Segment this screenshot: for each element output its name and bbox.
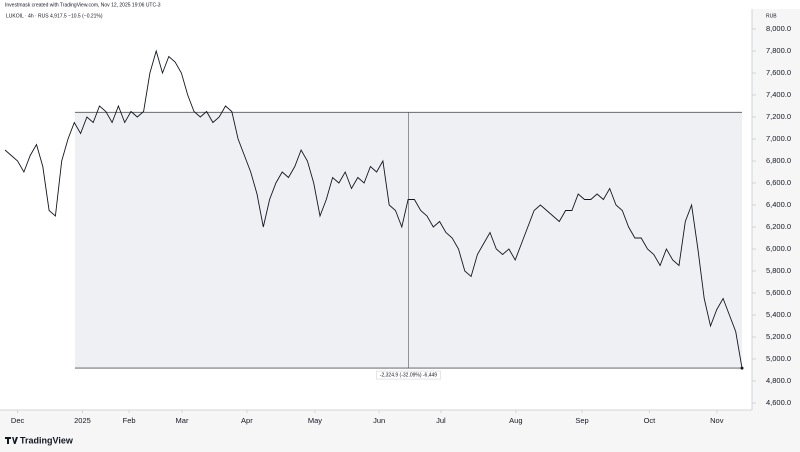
x-tick-label: Aug [509,416,522,425]
x-tick-label: May [308,416,322,425]
y-tick-label: 5,400.0 [766,310,791,319]
price-line [4,49,743,369]
y-tick-label: 6,400.0 [766,200,791,209]
y-tick-label: 7,200.0 [766,112,791,121]
x-tick-label: Mar [176,416,189,425]
last-point [740,366,744,370]
y-tick-label: 6,200.0 [766,222,791,231]
y-tick-label: 7,000.0 [766,134,791,143]
x-tick-label: Jul [436,416,446,425]
y-tick-label: 5,000.0 [766,354,791,363]
y-tick-label: 6,600.0 [766,178,791,187]
brand-logo [5,437,18,444]
brand: TradingView [5,435,74,445]
brand-text: TradingView [20,435,74,445]
measure-label: -2,324.9 (-32.09%) -6,449 [380,372,437,378]
y-tick-label: 7,800.0 [766,46,791,55]
y-tick-label: 4,800.0 [766,376,791,385]
y-tick-label: 7,400.0 [766,90,791,99]
x-tick-label: 2025 [74,416,91,425]
y-tick-label: 4,600.0 [766,398,791,407]
y-tick-label: 8,000.0 [766,24,791,33]
x-tick-label: Jun [373,416,385,425]
y-tick-label: 6,800.0 [766,156,791,165]
x-tick-label: Sep [575,416,588,425]
x-tick-label: Feb [123,416,136,425]
y-tick-label: 5,600.0 [766,288,791,297]
x-tick-label: Apr [241,416,253,425]
y-tick-label: 5,800.0 [766,266,791,275]
header: Investmask created with TradingView.com,… [5,2,161,8]
measure-label-box [376,370,441,380]
y-tick-label: 5,200.0 [766,332,791,341]
y-tick-label: 7,600.0 [766,68,791,77]
currency: RUB [766,13,777,19]
legend-text: LUKOIL · 4h · RUS 4,917.5 −10.5 (−0.21%) [6,13,103,19]
y-tick-label: 6,000.0 [766,244,791,253]
x-tick-label: Oct [644,416,657,425]
x-tick-label: Nov [710,416,724,425]
x-tick-label: Dec [11,416,25,425]
